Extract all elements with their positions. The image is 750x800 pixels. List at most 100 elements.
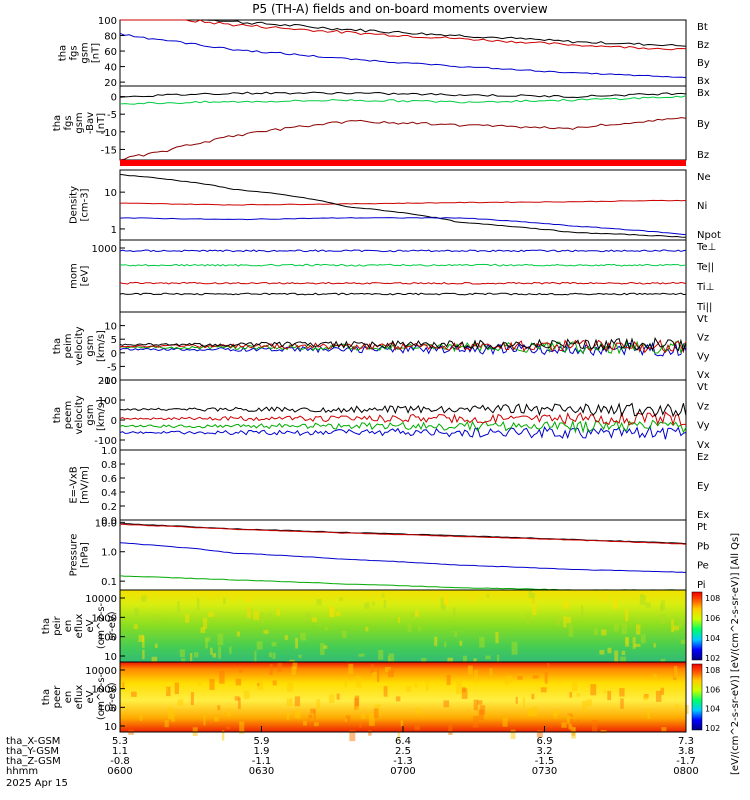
peer-spectrogram-heatmap-cell — [368, 729, 372, 736]
peer-spectrogram-heatmap-cell — [446, 674, 451, 685]
peer-spectrogram-heatmap-cell — [685, 704, 689, 715]
peir-spectrogram-heatmap-cell — [526, 613, 531, 625]
peer-spectrogram-heatmap-cell — [197, 681, 202, 685]
efield-ytick-label: 0.2 — [101, 502, 117, 513]
peir-spectrogram-ytick-label: 10000 — [85, 594, 117, 605]
peir-spectrogram-ylabel: peir — [52, 615, 63, 635]
density-ylabel: Density — [69, 186, 80, 224]
peir-spectrogram-heatmap-cell — [311, 617, 318, 623]
peir-spectrogram-heatmap-cell — [639, 595, 646, 606]
density-ytick-label: 1 — [111, 225, 117, 236]
peer-spectrogram-heatmap-cell — [661, 727, 667, 732]
peir-spectrogram-heatmap-cell — [246, 596, 252, 603]
ephemeris-label: tha_Y-GSM — [6, 746, 59, 757]
peer-spectrogram-heatmap-cell — [214, 717, 219, 722]
peer-spectrogram-heatmap-cell — [531, 706, 538, 717]
peim-velocity-legend-Vy: Vy — [697, 351, 710, 362]
peer-spectrogram-heatmap-cell — [603, 689, 607, 694]
peir-spectrogram-heatmap-cell — [320, 643, 325, 655]
peir-spectrogram-heatmap-cell — [444, 641, 447, 647]
peer-spectrogram-heatmap-cell — [235, 678, 242, 686]
fgs-top-ytick-label: 100 — [98, 16, 117, 27]
ephemeris-label: hhmm — [6, 766, 38, 777]
peer-spectrogram-heatmap-cell — [489, 668, 493, 676]
figure-title: P5 (TH-A) fields and on-board moments ov… — [252, 2, 548, 16]
peim-velocity-trace — [119, 339, 687, 354]
peer-spectrogram-heatmap-cell — [577, 719, 580, 725]
temperature-trace — [119, 292, 687, 296]
peir-spectrogram-heatmap-cell — [485, 655, 491, 660]
peer-spectrogram-heatmap-cell — [523, 697, 526, 709]
peir-spectrogram-heatmap-cell — [254, 650, 257, 664]
peer-spectrogram-heatmap-cell — [515, 696, 518, 704]
separator-band — [120, 160, 686, 166]
peir-spectrogram-heatmap-cell — [581, 605, 584, 619]
peir-spectrogram-colorbar-tick: 108 — [705, 594, 720, 603]
fgs-top-legend-Bt: Bt — [697, 22, 708, 33]
peer-spectrogram-heatmap-cell — [674, 704, 679, 709]
peir-spectrogram-heatmap-cell — [364, 602, 370, 609]
peer-spectrogram-heatmap-cell — [190, 692, 194, 706]
peir-spectrogram-heatmap-cell — [445, 593, 449, 604]
peir-spectrogram-heatmap-cell — [142, 649, 145, 660]
peem-velocity-ylabel: velocity — [74, 395, 85, 434]
peir-spectrogram-heatmap-cell — [433, 596, 436, 602]
peer-spectrogram-heatmap-cell — [368, 713, 375, 726]
peer-spectrogram-heatmap-cell — [286, 712, 290, 720]
peir-spectrogram-colorbar-tick: 106 — [705, 614, 720, 623]
efield-legend-Ey: Ey — [697, 481, 709, 492]
peir-spectrogram-heatmap-cell — [246, 607, 252, 618]
peir-spectrogram-heatmap-cell — [660, 614, 666, 625]
fgs-bottom-ylabel: fgs — [63, 115, 74, 130]
peer-spectrogram-heatmap-cell — [673, 666, 678, 678]
peer-spectrogram-colorbar — [691, 663, 703, 731]
peer-spectrogram-heatmap-cell — [567, 714, 571, 724]
peer-spectrogram-heatmap-cell — [166, 686, 171, 697]
peer-spectrogram-heatmap-cell — [313, 722, 319, 727]
peer-spectrogram-heatmap-cell — [370, 664, 374, 673]
peer-spectrogram-heatmap-cell — [656, 690, 662, 702]
peir-spectrogram-ylabel: sr-eV) — [107, 611, 118, 640]
fgs-bottom-series-Bx — [119, 91, 687, 99]
peem-velocity-ytick-label: 0 — [111, 416, 117, 427]
ephemeris-value: 0730 — [532, 766, 557, 777]
peer-spectrogram-heatmap-cell — [544, 672, 548, 684]
peer-spectrogram-heatmap-cell — [517, 676, 523, 680]
density-series-Ni — [119, 173, 687, 238]
peir-spectrogram-heatmap-cell — [593, 628, 598, 636]
temperature-trace — [119, 281, 687, 285]
peir-spectrogram-ylabel: en — [63, 620, 74, 633]
peir-spectrogram-ylabel: tha — [41, 618, 52, 634]
pressure-ytick-label: 10.0 — [95, 518, 117, 529]
peir-spectrogram-ylabel: eflux — [74, 614, 85, 639]
peer-spectrogram-ylabel: sr-eV) — [107, 682, 118, 711]
fgs-bottom-ytick-label: -10 — [101, 128, 117, 139]
ephemeris-group: tha_X-GSM 5.3 5.9 6.4 6.9 7.3 tha_Y-GSM 1.1 1.9 2… — [6, 736, 699, 789]
peer-spectrogram-heatmap-cell — [139, 715, 143, 721]
fgs-bottom-ylabel: [nT] — [96, 113, 107, 133]
ephemeris-value: 3.8 — [678, 746, 694, 757]
peer-spectrogram-heatmap-cell — [217, 705, 221, 711]
peir-spectrogram-heatmap-cell — [599, 649, 605, 655]
peer-spectrogram-heatmap-cell — [397, 731, 400, 741]
panel-fgs-bottom: 0 -5 -10 -15 tha fgs gsm -Bav [nT] Bx By Bz — [52, 85, 710, 161]
peem-velocity-legend-Vy: Vy — [697, 421, 710, 432]
peir-spectrogram-heatmap-cell — [410, 612, 415, 618]
pressure-legend-Pi: Pi — [697, 580, 706, 591]
peir-spectrogram-heatmap-cell — [607, 647, 612, 654]
peir-spectrogram-heatmap-cell — [632, 637, 636, 649]
peir-spectrogram-ylabel: (cm^2-s- — [96, 602, 107, 649]
peer-spectrogram-heatmap-cell — [287, 682, 294, 692]
ephemeris-value: 1.9 — [254, 746, 270, 757]
density-legend-Ne: Ne — [697, 172, 711, 183]
peer-spectrogram-heatmap-cell — [467, 665, 473, 675]
peer-spectrogram-heatmap-cell — [303, 720, 307, 726]
peer-spectrogram-heatmap-cell — [473, 699, 479, 711]
peim-velocity-ytick-label: 5 — [111, 335, 117, 346]
peir-spectrogram-heatmap-cell — [202, 617, 208, 629]
peir-spectrogram-heatmap-cell — [635, 624, 641, 635]
peir-spectrogram-heatmap-cell — [300, 632, 306, 641]
peir-spectrogram-heatmap-cell — [511, 641, 518, 655]
pressure-ylabel: [nPa] — [80, 542, 91, 568]
peim-velocity-ylabel: gsm — [85, 335, 96, 356]
